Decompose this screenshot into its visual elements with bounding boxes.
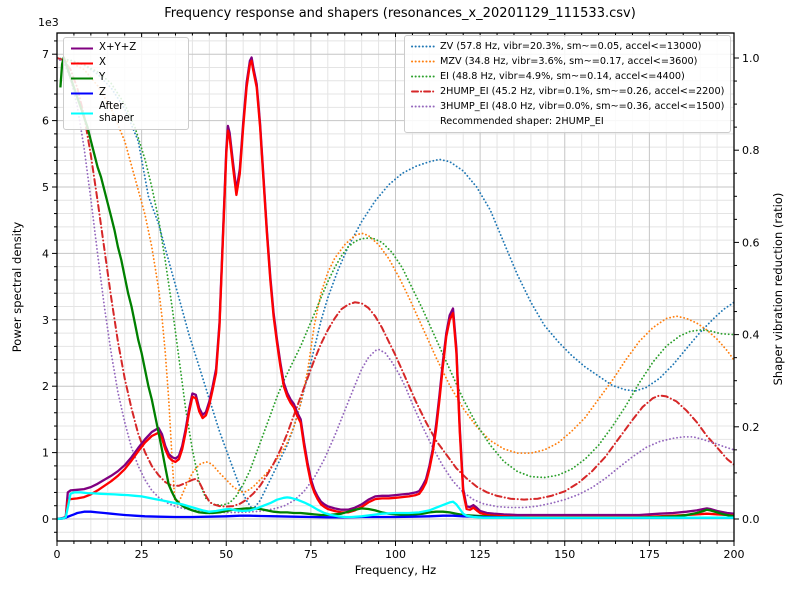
y-axis-offset-label: 1e3	[38, 16, 59, 29]
legend-label-z: Z	[99, 87, 106, 99]
series-x-curve	[57, 59, 734, 521]
legend-label-x-y-z: X+Y+Z	[99, 42, 137, 54]
y-right-tick-label-0.0: 0.0	[742, 513, 760, 526]
x-tick-label-150: 150	[554, 548, 575, 561]
x-tick-label-100: 100	[385, 548, 406, 561]
legend-entry-2hump-ei: 2HUMP_EI (45.2 Hz, vibr=0.1%, sm~=0.26, …	[411, 84, 724, 99]
legend-entry-mzv: MZV (34.8 Hz, vibr=3.6%, sm~=0.17, accel…	[411, 54, 724, 69]
legend-line-swatch-3hump-ei	[411, 105, 435, 108]
x-tick-label-125: 125	[470, 548, 491, 561]
x-tick-label-50: 50	[219, 548, 233, 561]
legend-line-swatch-2hump-ei	[411, 90, 435, 93]
y-left-tick-label-5: 5	[42, 181, 49, 194]
legend-line-swatch-mzv	[411, 60, 435, 63]
x-axis-label: Frequency, Hz	[354, 563, 437, 577]
legend-entry-ei: EI (48.8 Hz, vibr=4.9%, sm~=0.14, accel<…	[411, 69, 724, 84]
y-right-tick-label-0.4: 0.4	[742, 329, 760, 342]
series-after-shaper-curve	[57, 491, 734, 521]
series-zv-curve	[57, 57, 734, 512]
y-axis-label-right: Shaper vibration reduction (ratio)	[771, 192, 785, 386]
legend-entry-y: Y	[70, 71, 182, 86]
y-axis-label-left: Power spectral density	[10, 221, 24, 353]
series-ei-curve	[57, 57, 734, 507]
legend-label-3hump-ei: 3HUMP_EI (48.0 Hz, vibr=0.0%, sm~=0.36, …	[440, 100, 725, 112]
recommended-shaper-note: Recommended shaper: 2HUMP_EI	[440, 115, 604, 127]
legend-measurements: X+Y+Z X Y Z After shaper	[63, 37, 189, 130]
legend-line-swatch-x-y-z	[71, 47, 93, 50]
legend-line-swatch-after-shaper	[71, 112, 93, 115]
legend-label-y: Y	[99, 72, 106, 84]
y-left-tick-label-4: 4	[42, 247, 49, 260]
y-right-tick-label-0.6: 0.6	[742, 236, 760, 249]
legend-label-mzv: MZV (34.8 Hz, vibr=3.6%, sm~=0.17, accel…	[440, 55, 698, 67]
legend-entry-zv: ZV (57.8 Hz, vibr=20.3%, sm~=0.05, accel…	[411, 39, 724, 54]
y-left-tick-label-2: 2	[42, 380, 49, 393]
tick-labels: 0 25 50 75 100 125 150 175 200 0 1 2 3 4 5 6 7 0.0 0.2 0.4 0…	[42, 48, 760, 561]
y-right-tick-label-0.8: 0.8	[742, 144, 760, 157]
y-left-tick-label-1: 1	[42, 447, 49, 460]
legend-line-swatch-zv	[411, 45, 435, 48]
legend-shapers: ZV (57.8 Hz, vibr=20.3%, sm~=0.05, accel…	[404, 35, 732, 133]
legend-label-zv: ZV (57.8 Hz, vibr=20.3%, sm~=0.05, accel…	[440, 40, 702, 52]
y-left-tick-label-3: 3	[42, 314, 49, 327]
y-right-tick-label-1.0: 1.0	[742, 52, 760, 65]
chart-title: Frequency response and shapers (resonanc…	[164, 6, 636, 21]
series-mzv-curve	[57, 57, 734, 508]
legend-entry-z: Z	[70, 86, 182, 101]
x-tick-label-175: 175	[639, 548, 660, 561]
legend-entry-x-y-z: X+Y+Z	[70, 41, 182, 56]
series-group	[57, 56, 734, 521]
x-tick-label-25: 25	[135, 548, 149, 561]
legend-line-swatch-z	[71, 92, 93, 95]
y-right-tick-label-0.2: 0.2	[742, 421, 760, 434]
x-tick-label-75: 75	[304, 548, 318, 561]
x-tick-label-0: 0	[54, 548, 61, 561]
legend-entry-after-shaper: After shaper	[70, 101, 182, 126]
series-x-y-z-curve	[57, 56, 734, 521]
legend-label-ei: EI (48.8 Hz, vibr=4.9%, sm~=0.14, accel<…	[440, 70, 685, 82]
y-left-tick-label-0: 0	[42, 513, 49, 526]
legend-label-x: X	[99, 57, 106, 69]
y-left-tick-label-7: 7	[42, 48, 49, 61]
legend-line-swatch-y	[71, 77, 93, 80]
y-left-tick-label-6: 6	[42, 115, 49, 128]
legend-label-after-shaper: After shaper	[99, 101, 134, 125]
x-tick-label-200: 200	[724, 548, 745, 561]
legend-line-swatch-ei	[411, 75, 435, 78]
legend-label-2hump-ei: 2HUMP_EI (45.2 Hz, vibr=0.1%, sm~=0.26, …	[440, 85, 725, 97]
legend-entry-3hump-ei: 3HUMP_EI (48.0 Hz, vibr=0.0%, sm~=0.36, …	[411, 99, 724, 114]
series-2hump-ei-curve	[57, 57, 734, 508]
legend-entry-x: X	[70, 56, 182, 71]
legend-line-swatch-x	[71, 62, 93, 65]
